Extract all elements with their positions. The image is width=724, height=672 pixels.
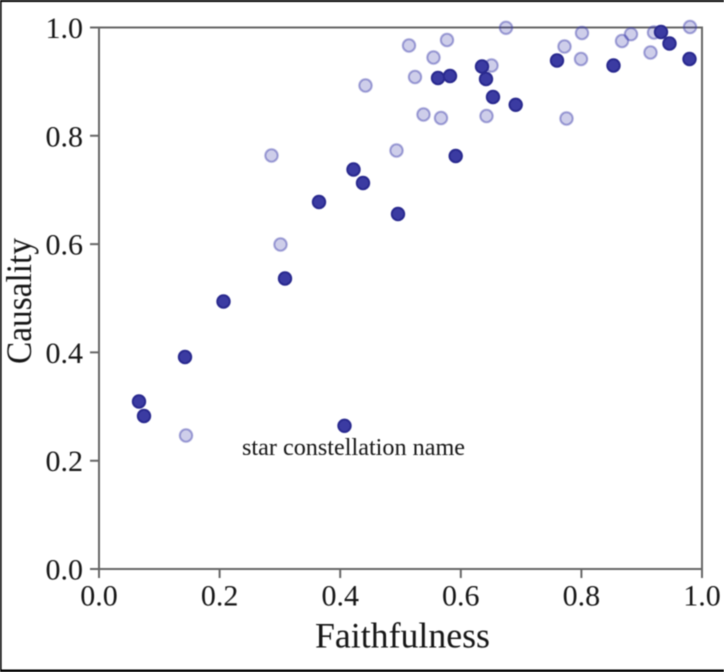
svg-text:star constellation name: star constellation name — [242, 435, 465, 461]
svg-text:0.2: 0.2 — [201, 580, 239, 613]
svg-text:Causality: Causality — [0, 238, 39, 364]
svg-text:0.0: 0.0 — [80, 580, 118, 613]
svg-text:0.0: 0.0 — [46, 554, 84, 587]
svg-text:0.8: 0.8 — [46, 120, 84, 153]
svg-text:0.6: 0.6 — [46, 229, 84, 262]
svg-text:0.4: 0.4 — [321, 580, 359, 613]
svg-text:0.2: 0.2 — [46, 445, 84, 478]
svg-text:1.0: 1.0 — [683, 580, 721, 613]
svg-text:Faithfulness: Faithfulness — [315, 616, 490, 656]
svg-text:0.4: 0.4 — [46, 337, 84, 370]
svg-text:0.6: 0.6 — [442, 580, 480, 613]
svg-text:0.8: 0.8 — [563, 580, 601, 613]
svg-text:1.0: 1.0 — [46, 12, 84, 45]
